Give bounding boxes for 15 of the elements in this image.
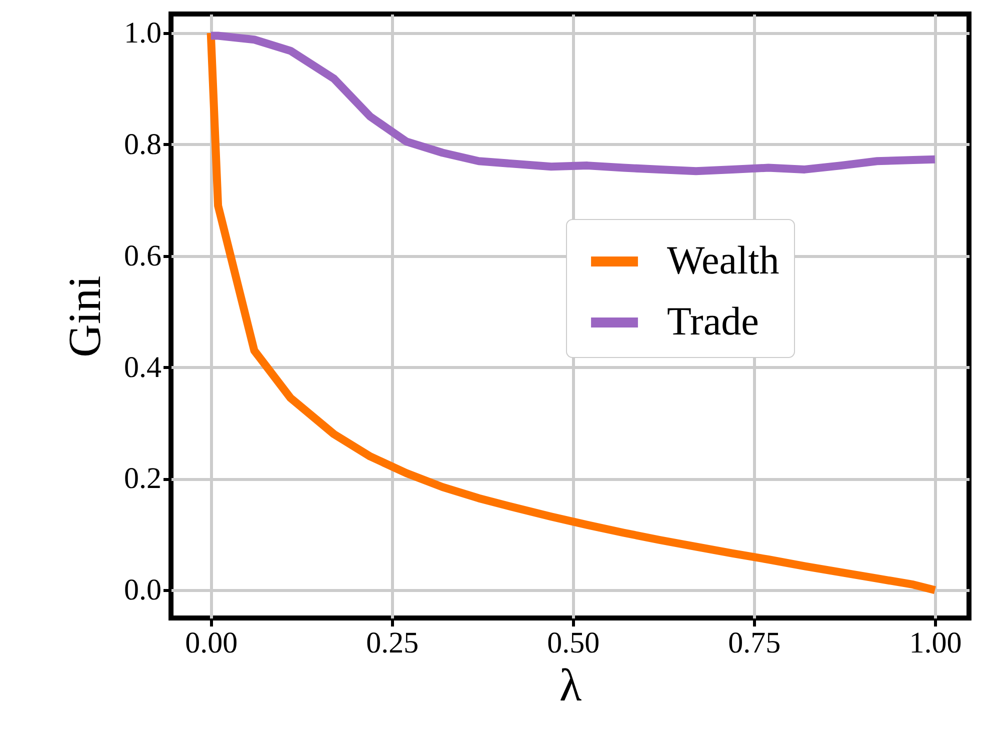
legend-label: Trade [667,298,759,344]
x-tick-label: 1.00 [909,626,962,660]
y-tick-label: 1.0 [124,16,162,50]
y-tick-label: 0.4 [124,350,162,384]
legend-label: Wealth [667,238,780,282]
y-tick-label: 0.6 [124,239,162,272]
x-tick-label: 0.25 [366,626,419,660]
y-tick-label: 0.2 [124,462,162,496]
y-axis-title: Gini [59,276,110,358]
y-tick-label: 0.0 [124,574,162,607]
x-axis-title: λ [559,660,582,710]
x-tick-label: 0.50 [547,626,600,660]
y-tick-label: 0.8 [124,128,162,161]
x-tick-label: 0.00 [185,626,238,660]
x-tick-label: 0.75 [728,626,781,660]
